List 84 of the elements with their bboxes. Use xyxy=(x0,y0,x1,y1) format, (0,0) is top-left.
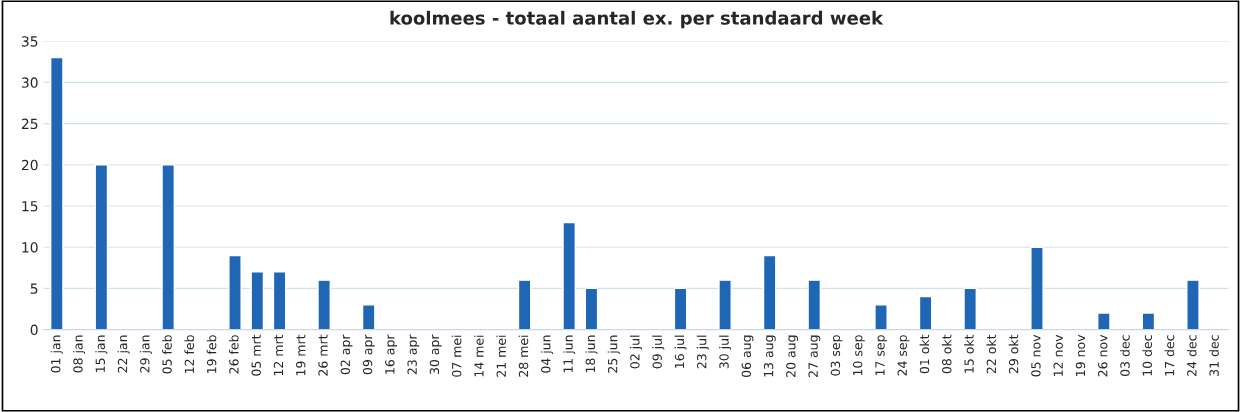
x-tick-label: 01 jan xyxy=(50,335,63,373)
x-tick-label: 03 dec xyxy=(1120,335,1130,377)
x-tick-label: 05 feb xyxy=(162,335,172,374)
y-tick-label: 25 xyxy=(21,118,38,130)
x-tick-label: 02 apr xyxy=(340,334,353,375)
y-tick-label: 20 xyxy=(21,159,38,171)
x-tick-label: 17 sep xyxy=(875,335,888,376)
x-tick-label: 17 dec xyxy=(1164,335,1175,376)
y-tick-label: 35 xyxy=(21,36,38,47)
x-tick-label: 26 feb xyxy=(228,335,239,374)
x-tick-label: 23 apr xyxy=(407,334,420,375)
x-tick-label: 21 mei xyxy=(496,335,506,377)
x-tick-label: 11 jun xyxy=(563,335,576,373)
x-tick-label: 31 dec xyxy=(1209,335,1219,376)
bar xyxy=(673,287,688,330)
x-tick-label: 08 jan xyxy=(73,335,86,373)
x-tick-label: 05 nov xyxy=(1031,334,1041,377)
x-tick-label: 05 mrt xyxy=(251,334,261,376)
x-tick-label: 24 dec xyxy=(1186,335,1197,376)
bar xyxy=(718,279,732,330)
x-tick-label: 19 feb xyxy=(206,335,217,373)
y-tick-label: 15 xyxy=(22,201,38,212)
x-tick-label: 22 jan xyxy=(117,335,130,373)
x-tick-label: 19 mrt xyxy=(296,334,306,376)
y-tick-label: 30 xyxy=(21,77,38,88)
bar xyxy=(228,254,242,330)
x-tick-label: 09 jul xyxy=(652,335,665,369)
bar xyxy=(963,287,977,330)
bar xyxy=(1030,246,1044,330)
x-tick-label: 06 aug xyxy=(741,335,754,378)
x-tick-label: 04 jun xyxy=(540,335,553,373)
bar xyxy=(918,295,933,330)
x-tick-label: 07 mei xyxy=(451,335,462,377)
bar xyxy=(517,279,532,330)
x-tick-label: 12 nov xyxy=(1053,334,1063,376)
bar xyxy=(317,279,331,330)
y-tick-label: 0 xyxy=(30,324,38,336)
bar xyxy=(361,304,376,330)
chart-title: koolmees - totaal aantal ex. per standaard week xyxy=(390,10,884,29)
bar xyxy=(562,221,577,330)
bar xyxy=(807,279,822,330)
x-tick-label: 24 sep xyxy=(897,335,910,376)
x-tick-label: 30 apr xyxy=(429,334,442,375)
x-tick-label: 28 mei xyxy=(518,335,529,377)
x-tick-label: 19 nov xyxy=(1075,334,1086,376)
x-tick-label: 13 aug xyxy=(763,335,776,377)
x-tick-label: 26 nov xyxy=(1098,334,1108,377)
x-tick-label: 01 okt xyxy=(919,334,930,374)
x-tick-label: 26 mrt xyxy=(318,334,328,376)
bar xyxy=(874,304,888,330)
x-tick-label: 09 apr xyxy=(362,334,375,375)
x-tick-label: 15 okt xyxy=(964,334,974,373)
bar xyxy=(1141,312,1156,330)
x-tick-label: 18 jun xyxy=(585,335,598,373)
x-tick-label: 22 okt xyxy=(986,334,997,374)
x-tick-label: 23 jul xyxy=(696,335,709,369)
y-tick-label: 5 xyxy=(30,283,38,294)
bar xyxy=(250,271,265,330)
x-tick-label: 25 jun xyxy=(607,335,620,373)
bar xyxy=(762,254,777,330)
x-tick-label: 15 jan xyxy=(95,335,108,373)
x-tick-label: 12 mrt xyxy=(273,334,284,376)
x-tick-label: 16 apr xyxy=(385,334,398,374)
bar xyxy=(161,164,176,330)
x-tick-label: 10 sep xyxy=(852,335,865,376)
x-tick-label: 29 jan xyxy=(139,335,152,373)
x-tick-label: 29 okt xyxy=(1008,334,1019,374)
bar xyxy=(1186,279,1200,330)
x-tick-label: 14 mei xyxy=(474,335,484,377)
x-tick-label: 02 jul xyxy=(629,335,643,369)
bar xyxy=(94,164,109,330)
bar xyxy=(584,287,599,330)
x-tick-label: 10 dec xyxy=(1142,335,1153,376)
bar xyxy=(49,56,64,330)
bar xyxy=(1097,312,1111,330)
x-tick-label: 20 aug xyxy=(786,335,798,377)
x-tick-label: 03 sep xyxy=(830,335,843,376)
x-tick-label: 27 aug xyxy=(808,335,821,377)
x-tick-label: 12 feb xyxy=(184,335,195,373)
x-tick-label: 30 jul xyxy=(719,335,732,369)
x-tick-label: 16 jul xyxy=(674,335,687,368)
bar xyxy=(272,271,287,330)
x-tick-label: 08 okt xyxy=(941,334,952,374)
y-tick-label: 10 xyxy=(22,242,38,253)
